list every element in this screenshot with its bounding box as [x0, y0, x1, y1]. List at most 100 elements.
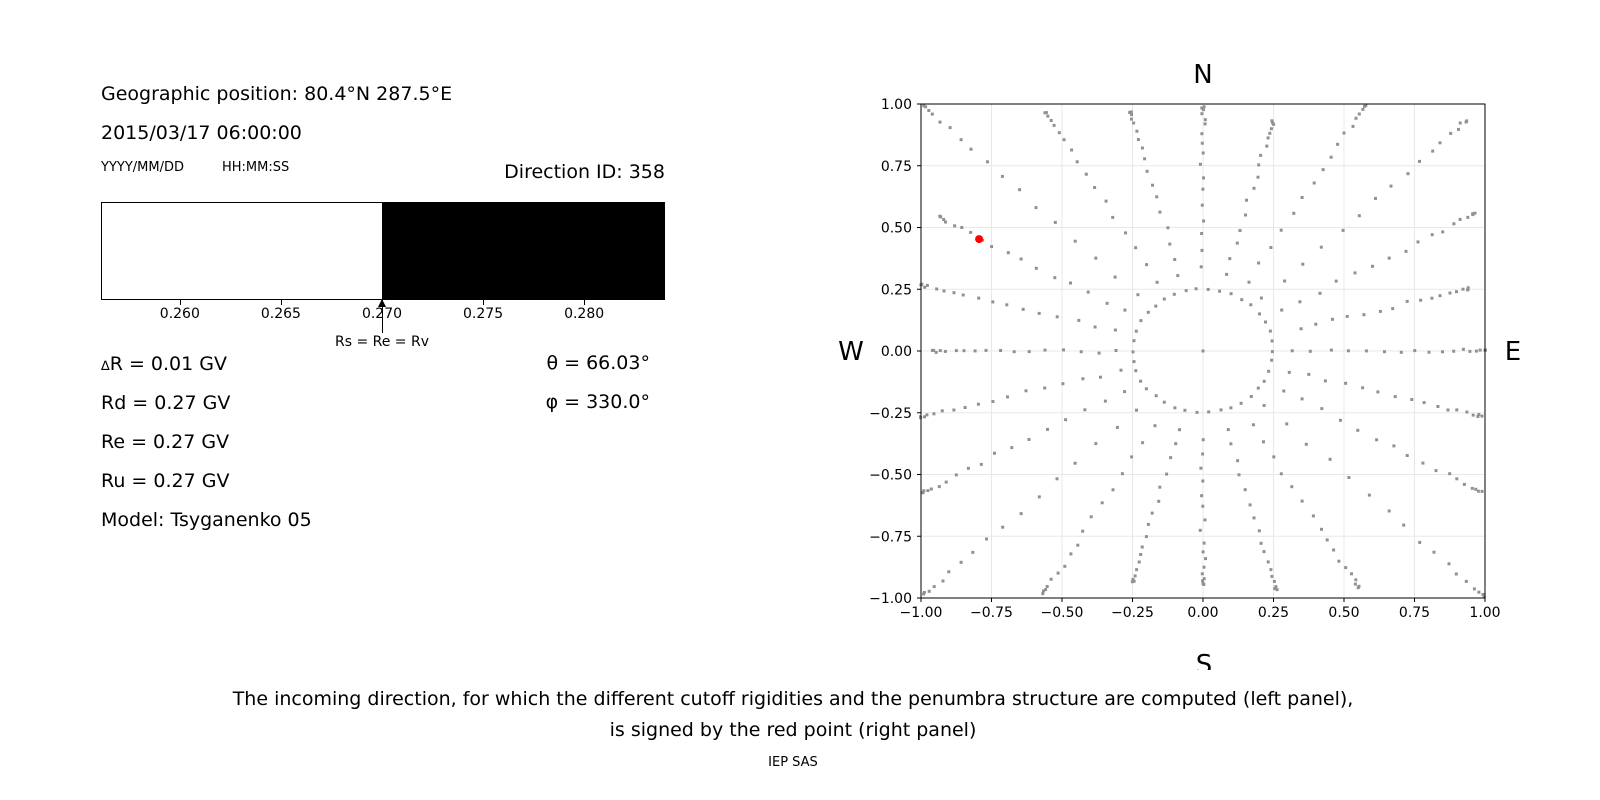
ring-dot	[1162, 297, 1166, 301]
value-row-text: Model: Tsyganenko 05	[101, 509, 312, 531]
selected-direction-point	[975, 235, 984, 244]
theta-value: θ = 66.03°	[546, 352, 650, 374]
direction-dot	[952, 408, 956, 412]
direction-dot	[1236, 459, 1240, 463]
ring-dot	[1132, 339, 1136, 343]
direction-dot	[1347, 476, 1351, 479]
direction-dot	[1393, 395, 1397, 399]
direction-dot	[1300, 196, 1304, 199]
direction-dot	[1480, 414, 1484, 418]
direction-dot	[1331, 317, 1334, 321]
direction-dot	[993, 451, 996, 455]
direction-dot	[932, 585, 936, 589]
direction-dot	[1049, 577, 1053, 581]
direction-dot	[1337, 559, 1341, 563]
x-tick-label: 1.00	[1469, 605, 1500, 621]
direction-dot	[1279, 228, 1283, 232]
direction-dot	[1168, 242, 1172, 246]
direction-dot	[1027, 438, 1031, 441]
delta-symbol: ∆	[101, 359, 110, 374]
direction-dot	[1201, 582, 1205, 586]
direction-dot	[1350, 572, 1353, 576]
ring-dot	[1131, 350, 1135, 354]
direction-dot	[1201, 479, 1205, 483]
direction-dot	[937, 485, 941, 489]
direction-dot	[1053, 220, 1057, 224]
phi-value: φ = 330.0°	[545, 391, 650, 413]
direction-dot	[1202, 565, 1206, 569]
direction-dot	[935, 287, 939, 291]
ring-dot	[1173, 406, 1177, 410]
direction-dot	[1081, 377, 1085, 381]
direction-dot	[1141, 441, 1145, 445]
direction-dot	[1018, 188, 1022, 192]
direction-dot	[1037, 495, 1041, 499]
direction-dot	[1262, 404, 1266, 407]
direction-dot	[942, 218, 946, 221]
bar-tick-label: 0.275	[463, 306, 504, 322]
direction-dot	[1448, 472, 1452, 476]
direction-dot	[1431, 149, 1435, 153]
ring-dot	[1240, 298, 1244, 302]
caption-line-2: is signed by the red point (right panel)	[609, 719, 977, 741]
direction-dot	[1452, 349, 1456, 353]
direction-dot	[1285, 422, 1289, 426]
direction-dot	[923, 415, 926, 419]
direction-dot	[1325, 538, 1329, 542]
direction-dot	[1229, 442, 1233, 446]
direction-map-svg: −1.00 −0.75 −0.50 −0.25 0.00 0.25 0.50 0.75 1.00…	[838, 60, 1521, 670]
direction-dot	[1344, 566, 1348, 570]
direction-dot	[1471, 413, 1475, 417]
direction-dot	[1256, 175, 1260, 179]
direction-dot	[1318, 291, 1322, 295]
direction-dot	[1235, 241, 1239, 245]
direction-dot	[1405, 454, 1409, 457]
direction-dot	[1019, 257, 1023, 261]
y-tick-label: −0.50	[869, 468, 912, 484]
direction-dot	[1043, 348, 1047, 352]
direction-dot	[1201, 108, 1205, 112]
direction-dot	[1269, 246, 1273, 249]
direction-dot	[1474, 349, 1478, 353]
direction-dot	[1244, 213, 1247, 217]
direction-dot	[1130, 117, 1133, 121]
bar-tick	[483, 300, 485, 305]
direction-dot	[1130, 580, 1134, 584]
value-row: Re = 0.27 GV	[101, 431, 229, 453]
direction-dot	[1465, 119, 1469, 123]
direction-dot	[1245, 198, 1248, 202]
direction-dot	[1165, 472, 1169, 476]
x-tick-label: −0.75	[970, 605, 1013, 621]
direction-dot	[1203, 118, 1207, 122]
value-row-text: Ru = 0.27 GV	[101, 470, 230, 492]
direction-dot	[1027, 350, 1031, 354]
direction-dot	[1104, 199, 1108, 203]
datetime-text: 2015/03/17 06:00:00	[101, 122, 302, 144]
direction-dot	[1252, 186, 1256, 190]
direction-dot	[1478, 348, 1482, 352]
direction-dot	[1430, 296, 1434, 300]
value-row-text: R = 0.01 GV	[109, 353, 227, 375]
direction-id-text: Direction ID: 358	[504, 161, 665, 183]
direction-dot	[1362, 313, 1366, 317]
direction-dot	[1201, 438, 1205, 442]
direction-dot	[1155, 195, 1159, 199]
direction-dot	[1099, 375, 1102, 379]
direction-dot	[1329, 155, 1333, 159]
direction-dot	[1010, 446, 1014, 450]
direction-dot	[1434, 469, 1438, 473]
ring-dot	[1162, 400, 1166, 404]
direction-dot	[1402, 523, 1406, 527]
direction-dot	[990, 245, 994, 249]
direction-dot	[1279, 472, 1283, 476]
direction-dot	[1354, 578, 1358, 582]
direction-dot	[1389, 184, 1393, 188]
ring-dot	[1194, 287, 1198, 291]
direction-dot	[1292, 211, 1296, 215]
bar-tick-label: 0.265	[260, 306, 301, 322]
direction-dot	[1093, 186, 1097, 189]
center-dot	[1201, 349, 1205, 353]
direction-dot	[1137, 560, 1141, 564]
bar-tick-label: 0.260	[159, 306, 200, 322]
direction-dot	[1201, 579, 1205, 583]
